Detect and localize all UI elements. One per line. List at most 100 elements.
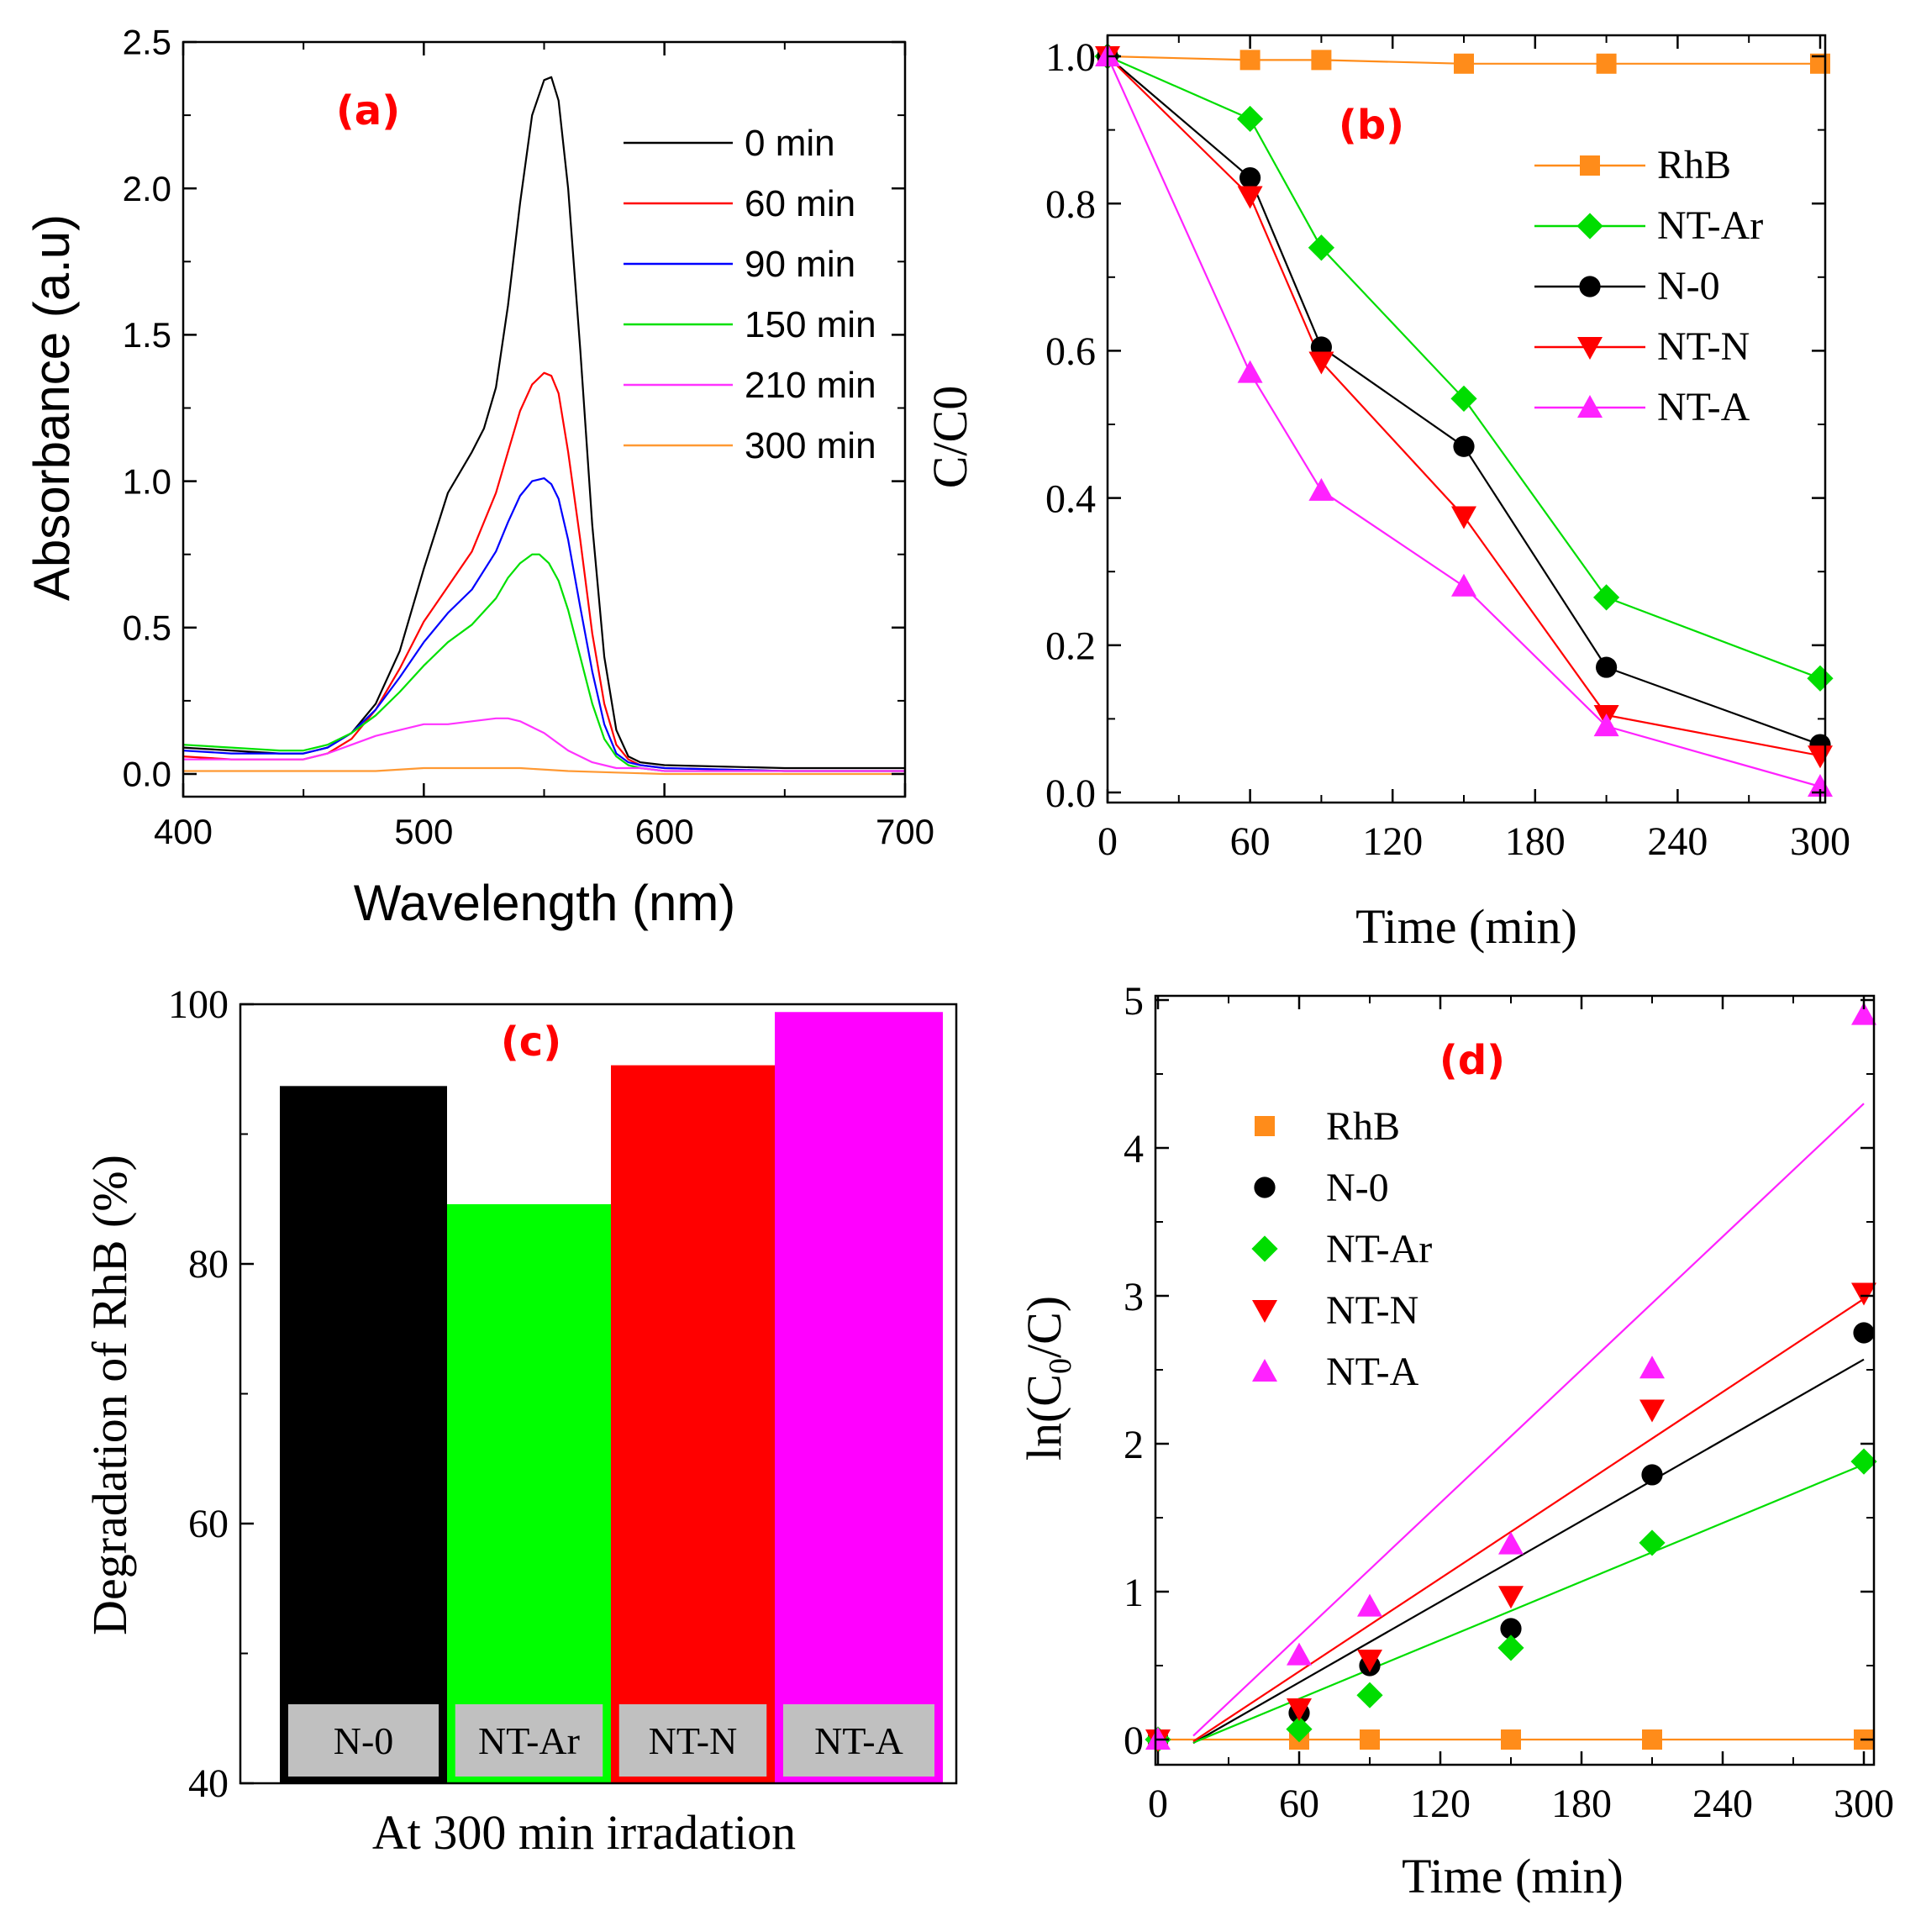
panel-a-x-tick-label: 700	[876, 812, 934, 851]
panel-b-legend-label: RhB	[1657, 143, 1731, 187]
panel-c-degradation-bar-chart: N-0 NT-Ar NT-N NT-A 40 60 80 100 At 300 min irra…	[82, 982, 958, 1860]
panel-a-absorbance-chart: 400 500 600 700 0.0 0.5 1.0 1.5 2.0 2.5 Wavelength…	[24, 23, 934, 931]
panel-b-series-line-NT-N	[1107, 55, 1821, 757]
panel-d-y-tick-label: 1	[1124, 1571, 1144, 1615]
panel-c-y-tick-label: 60	[188, 1502, 229, 1546]
panel-d-legend-marker	[1255, 1116, 1275, 1136]
panel-d-x-tick-label: 300	[1834, 1782, 1894, 1826]
panel-a-y-tick-label: 2.0	[123, 169, 171, 208]
panel-a-tag: (a)	[336, 87, 400, 134]
panel-d-legend-marker	[1254, 1177, 1276, 1198]
panel-a-y-tick-label: 0.5	[123, 608, 171, 648]
panel-b-tag: (b)	[1339, 102, 1404, 149]
panel-d-x-axis-label: Time (min)	[1402, 1849, 1624, 1903]
panel-b-x-tick-label: 0	[1097, 819, 1118, 864]
panel-d-y-axis-label-part: /C)	[1017, 1296, 1071, 1358]
panel-d-legend-label: NT-Ar	[1326, 1227, 1432, 1271]
panel-b-point-NT-N	[1808, 745, 1833, 769]
panel-b-point-NT-N	[1237, 186, 1263, 209]
panel-a-series-line-210-min	[183, 717, 905, 772]
panel-a-x-tick-label: 500	[394, 812, 453, 851]
panel-a-y-axis-label: Absorbance (a.u)	[24, 214, 80, 601]
panel-b-legend-label: N-0	[1657, 264, 1720, 308]
panel-c-y-axis-label: Degradation of RhB (%)	[82, 1155, 137, 1635]
panel-b-y-axis-label: C/C0	[923, 386, 977, 489]
panel-b-legend-marker	[1580, 155, 1600, 176]
panel-b-point-NT-A	[1451, 573, 1476, 597]
panel-b-series-line-RhB	[1107, 55, 1820, 65]
panel-d-legend-label: N-0	[1326, 1166, 1389, 1210]
panel-d-point-NT-N	[1357, 1649, 1382, 1672]
panel-b-legend-marker	[1576, 213, 1603, 240]
panel-d-fit-line-NT-Ar	[1192, 1463, 1865, 1744]
panel-d-x-tick-label: 240	[1692, 1782, 1753, 1826]
panel-d-point-NT-N	[1287, 1698, 1312, 1722]
panel-b-point-NT-Ar	[1237, 105, 1264, 133]
panel-d-y-tick-label: 3	[1124, 1275, 1144, 1319]
panel-d-x-tick-label: 60	[1279, 1782, 1319, 1826]
panel-b-legend-label: NT-N	[1657, 324, 1750, 369]
panel-d-point-NT-Ar	[1356, 1682, 1383, 1708]
panel-b-y-tick-label: 0.8	[1045, 182, 1096, 227]
panel-a-legend-label: 60 min	[745, 183, 855, 224]
panel-c-bar-N-0	[280, 1086, 447, 1783]
panel-d-y-axis-label-subscript: 0	[1043, 1358, 1078, 1374]
panel-c-x-axis-label: At 300 min irradation	[372, 1805, 796, 1860]
panel-d-point-NT-A	[1639, 1356, 1665, 1379]
panel-d-legend-marker	[1252, 1359, 1277, 1382]
panel-d-x-tick-label: 0	[1148, 1782, 1168, 1826]
panel-d-point-NT-A	[1287, 1642, 1312, 1666]
panel-b-point-RhB	[1311, 50, 1332, 71]
panel-a-x-tick-label: 400	[154, 812, 213, 851]
panel-c-tag: (c)	[501, 1019, 561, 1066]
panel-d-y-tick-label: 4	[1124, 1127, 1144, 1171]
panel-c-bar-label: NT-N	[649, 1719, 738, 1762]
panel-d-point-NT-N	[1498, 1586, 1524, 1609]
panel-c-bar-label-box	[287, 1704, 439, 1777]
panel-b-point-NT-N	[1451, 506, 1476, 529]
panel-b-y-tick-label: 0.4	[1045, 476, 1096, 521]
panel-d-point-NT-N	[1639, 1399, 1665, 1423]
panel-d-point-N-0	[1641, 1464, 1663, 1486]
panel-a-legend-label: 150 min	[745, 304, 876, 345]
panel-d-point-RhB	[1360, 1729, 1380, 1750]
panel-c-bar-label-box	[783, 1704, 934, 1777]
panel-c-y-tick-label: 100	[168, 982, 229, 1027]
panel-d-point-NT-Ar	[1639, 1529, 1666, 1556]
panel-c-bar-label-box	[455, 1704, 603, 1777]
panel-d-point-RhB	[1501, 1729, 1521, 1750]
panel-b-point-N-0	[1596, 656, 1618, 678]
panel-b-point-NT-A	[1808, 773, 1833, 797]
panel-d-plot-frame	[1154, 994, 1876, 1766]
panel-c-bar-label: NT-A	[814, 1719, 903, 1762]
panel-d-legend-label: NT-N	[1326, 1288, 1418, 1333]
panel-b-point-RhB	[1596, 53, 1617, 74]
panel-b-x-tick-label: 300	[1790, 819, 1850, 864]
panel-a-y-tick-label: 1.5	[123, 315, 171, 355]
panel-c-bar-label: N-0	[334, 1719, 394, 1762]
panel-c-bar-label-box	[618, 1704, 767, 1777]
panel-b-x-tick-label: 180	[1505, 819, 1566, 864]
panel-d-fit-line-NT-N	[1192, 1298, 1865, 1743]
panel-d-y-tick-label: 2	[1124, 1423, 1144, 1467]
panel-b-point-NT-N	[1308, 351, 1334, 375]
panel-b-point-NT-Ar	[1308, 234, 1334, 261]
panel-b-point-NT-Ar	[1807, 665, 1834, 692]
panel-a-y-tick-label: 2.5	[123, 23, 171, 62]
panel-d-point-N-0	[1853, 1322, 1875, 1344]
panel-a-legend-label: 0 min	[745, 123, 835, 164]
panel-d-fit-line-N-0	[1192, 1358, 1865, 1745]
panel-b-point-NT-A	[1593, 713, 1619, 737]
panel-d-y-axis-label-part: ln(C	[1017, 1374, 1071, 1461]
panel-b-x-axis-label: Time (min)	[1355, 899, 1577, 954]
panel-b-point-NT-A	[1308, 477, 1334, 501]
panel-a-legend-label: 210 min	[745, 365, 876, 406]
panel-c-y-tick-label: 80	[188, 1242, 229, 1287]
panel-b-legend-label: NT-A	[1657, 385, 1750, 429]
panel-d-point-NT-N	[1851, 1282, 1876, 1306]
panel-a-y-tick-label: 0.0	[123, 755, 171, 794]
panel-d-point-NT-Ar	[1497, 1635, 1524, 1661]
panel-c-bar-NT-N	[611, 1065, 775, 1783]
panel-d-y-axis-label: ln(C0/C)	[1017, 1296, 1078, 1461]
